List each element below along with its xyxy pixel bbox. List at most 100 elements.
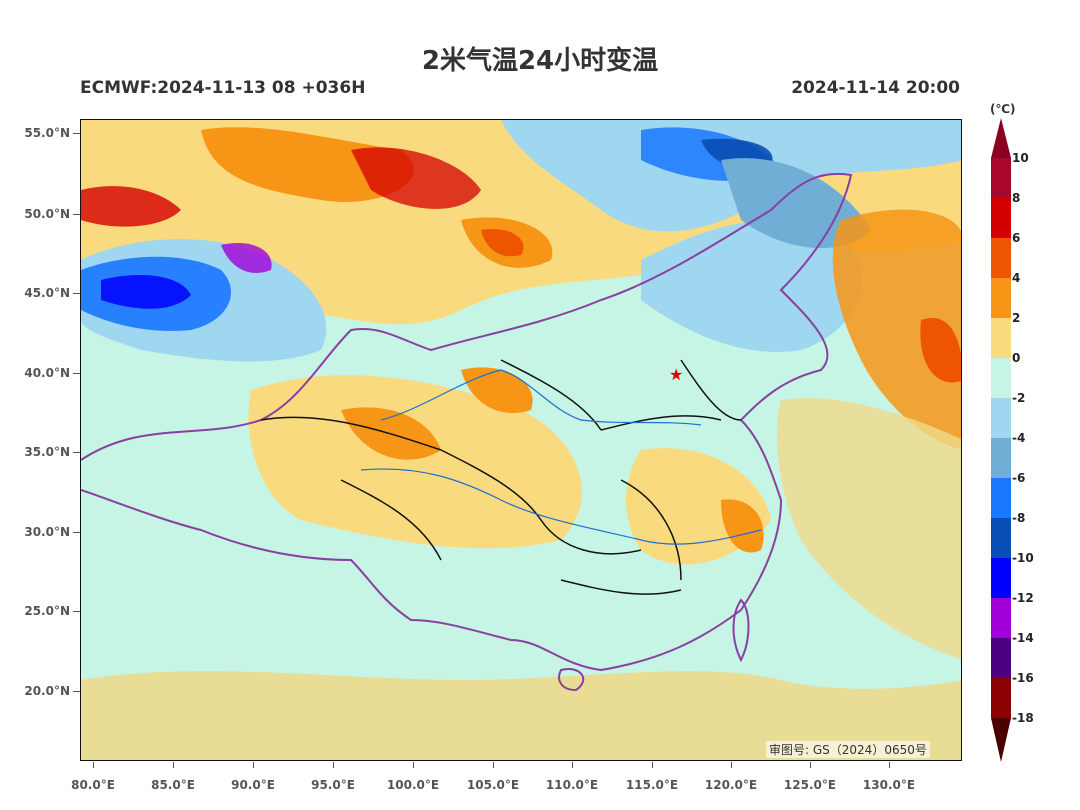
lon-tickmark bbox=[889, 762, 890, 768]
lat-tickmark bbox=[73, 452, 80, 453]
colorbar-top-arrow bbox=[991, 118, 1011, 158]
yangtze-river bbox=[360, 468, 762, 545]
lat-tickmark bbox=[73, 373, 80, 374]
lat-tickmark bbox=[73, 611, 80, 612]
lon-tickmark bbox=[173, 762, 174, 768]
chart-title: 2米气温24小时变温 bbox=[421, 46, 659, 76]
taiwan-outline bbox=[732, 598, 750, 663]
colorbar-block bbox=[991, 518, 1011, 558]
temperature-change-map bbox=[81, 120, 961, 760]
colorbar-tick-label: -10 bbox=[1012, 551, 1034, 565]
colorbar-block bbox=[991, 478, 1011, 518]
lon-tick-label: 80.0°E bbox=[71, 778, 115, 792]
lon-tickmark bbox=[731, 762, 732, 768]
colorbar-tick-label: -14 bbox=[1012, 631, 1034, 645]
hot-patch bbox=[351, 147, 481, 209]
colorbar-tick-label: 6 bbox=[1012, 231, 1021, 245]
colorbar-tick-label: -12 bbox=[1012, 591, 1034, 605]
colorbar-unit: (℃) bbox=[990, 102, 1016, 116]
colorbar-block bbox=[991, 398, 1011, 438]
colorbar-tick-label: -4 bbox=[1012, 431, 1026, 445]
lat-tick-label: 25.0°N bbox=[24, 604, 70, 618]
lon-tick-label: 125.0°E bbox=[783, 778, 837, 792]
colorbar-blocks bbox=[991, 158, 1011, 718]
hot-patch-east bbox=[920, 318, 961, 383]
warm-patch-loess bbox=[461, 367, 533, 414]
lon-tickmark bbox=[810, 762, 811, 768]
model-run-label: ECMWF:2024-11-13 08 +036H bbox=[80, 78, 366, 98]
lon-tick-label: 85.0°E bbox=[151, 778, 195, 792]
sea-zone-south bbox=[81, 671, 961, 760]
national-border bbox=[81, 172, 853, 672]
colorbar-tick-label: 0 bbox=[1012, 351, 1021, 365]
lon-tick-label: 120.0°E bbox=[704, 778, 758, 792]
star-icon: ★ bbox=[669, 365, 684, 384]
lat-tickmark bbox=[73, 214, 80, 215]
colorbar-block bbox=[991, 238, 1011, 278]
lon-tickmark bbox=[572, 762, 573, 768]
hainan-outline bbox=[558, 668, 585, 692]
lat-tick-label: 40.0°N bbox=[24, 366, 70, 380]
hot-patch-west bbox=[81, 186, 181, 227]
sea-zone-east bbox=[777, 398, 961, 660]
colorbar-tick-label: 2 bbox=[1012, 311, 1021, 325]
lon-tickmark bbox=[413, 762, 414, 768]
warm-zone-east bbox=[832, 209, 961, 450]
map-approval-credit: 审图号: GS（2024）0650号 bbox=[766, 741, 930, 758]
lat-tickmark bbox=[73, 532, 80, 533]
lat-tick-label: 45.0°N bbox=[24, 286, 70, 300]
extreme-cold-patch bbox=[221, 242, 272, 273]
warm-patch bbox=[201, 127, 414, 202]
lat-tickmark bbox=[73, 133, 80, 134]
colorbar-tick-label: -18 bbox=[1012, 711, 1034, 725]
yellow-river bbox=[380, 369, 702, 426]
lon-tickmark bbox=[253, 762, 254, 768]
valid-time-label: 2024-11-14 20:00 bbox=[791, 78, 960, 98]
colorbar-tick-label: -2 bbox=[1012, 391, 1026, 405]
colorbar-block bbox=[991, 318, 1011, 358]
colorbar-tick-label: 8 bbox=[1012, 191, 1021, 205]
colorbar-tick-label: 4 bbox=[1012, 271, 1021, 285]
lat-tick-label: 20.0°N bbox=[24, 684, 70, 698]
warm-patch-coast bbox=[721, 499, 764, 553]
colorbar-bottom-arrow bbox=[991, 718, 1011, 762]
lon-tick-label: 90.0°E bbox=[231, 778, 275, 792]
colorbar-block bbox=[991, 558, 1011, 598]
lon-tick-label: 110.0°E bbox=[545, 778, 599, 792]
lat-tick-label: 35.0°N bbox=[24, 445, 70, 459]
colorbar-block bbox=[991, 198, 1011, 238]
colorbar bbox=[991, 118, 1011, 762]
lon-tickmark bbox=[333, 762, 334, 768]
colorbar-block bbox=[991, 638, 1011, 678]
cold-zone-northeast bbox=[641, 220, 862, 352]
lat-tickmark bbox=[73, 691, 80, 692]
lat-tick-label: 30.0°N bbox=[24, 525, 70, 539]
colorbar-block bbox=[991, 598, 1011, 638]
very-cold-patch-west bbox=[101, 275, 191, 309]
colorbar-tick-label: 10 bbox=[1012, 151, 1029, 165]
colorbar-block bbox=[991, 278, 1011, 318]
lat-tickmark bbox=[73, 293, 80, 294]
lat-tick-label: 55.0°N bbox=[24, 126, 70, 140]
lon-tick-label: 105.0°E bbox=[466, 778, 520, 792]
colorbar-block bbox=[991, 358, 1011, 398]
lon-tick-label: 130.0°E bbox=[862, 778, 916, 792]
colorbar-tick-label: -8 bbox=[1012, 511, 1026, 525]
province-borders bbox=[260, 359, 742, 595]
lon-tick-label: 115.0°E bbox=[625, 778, 679, 792]
cold-patch-northeast bbox=[721, 158, 871, 249]
warm-zone-central bbox=[248, 375, 582, 549]
map-panel[interactable]: ★ bbox=[80, 119, 962, 761]
hot-patch-mongolia bbox=[481, 229, 524, 257]
lon-tickmark bbox=[652, 762, 653, 768]
colorbar-block bbox=[991, 678, 1011, 718]
colorbar-tick-label: -16 bbox=[1012, 671, 1034, 685]
lon-tick-label: 100.0°E bbox=[386, 778, 440, 792]
lat-tick-label: 50.0°N bbox=[24, 207, 70, 221]
colorbar-tick-label: -6 bbox=[1012, 471, 1026, 485]
lon-tickmark bbox=[93, 762, 94, 768]
lon-tickmark bbox=[493, 762, 494, 768]
colorbar-block bbox=[991, 158, 1011, 198]
colorbar-block bbox=[991, 438, 1011, 478]
lon-tick-label: 95.0°E bbox=[311, 778, 355, 792]
